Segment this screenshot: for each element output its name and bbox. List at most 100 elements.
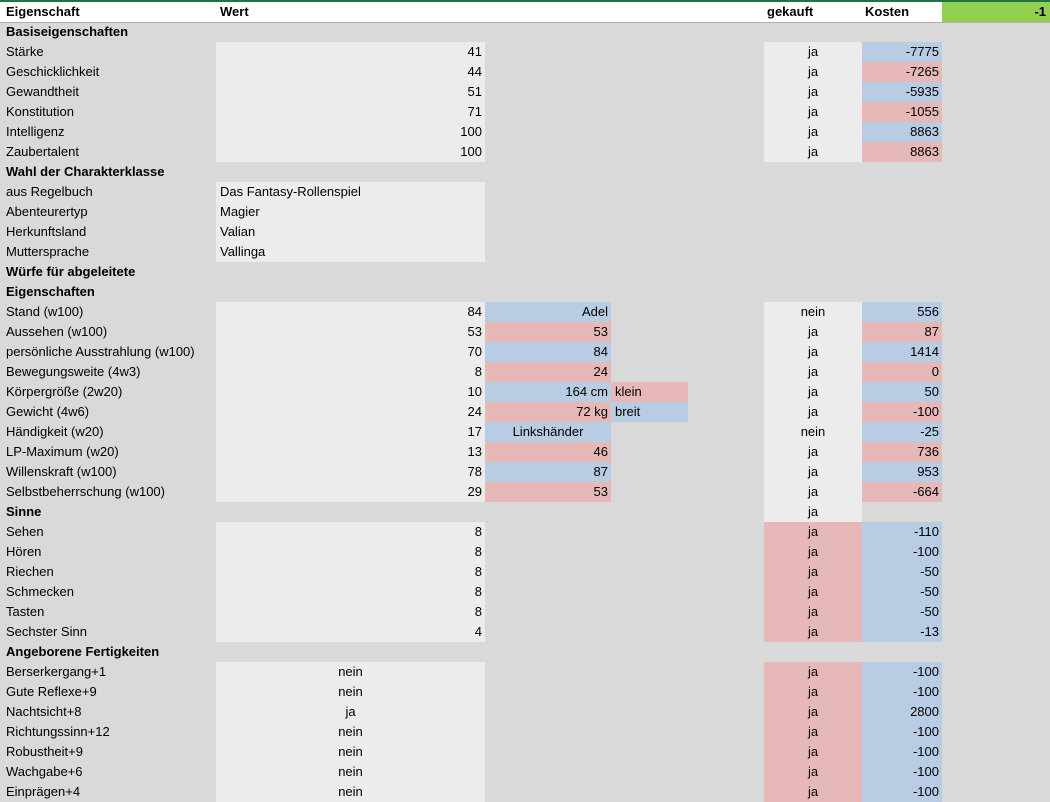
section-title[interactable]: Eigenschaften [6, 284, 95, 299]
cost-cell[interactable]: -664 [862, 482, 942, 502]
roll-cell[interactable]: 29 [216, 482, 485, 502]
property-label[interactable]: Stärke [6, 44, 44, 59]
cost-cell[interactable]: -5935 [862, 82, 942, 102]
cost-cell[interactable]: 736 [862, 442, 942, 462]
section-title[interactable]: Sinne [6, 504, 42, 519]
derived-value-cell[interactable]: 46 [485, 442, 611, 462]
value-cell[interactable]: nein [216, 682, 485, 702]
cost-cell[interactable]: 2800 [862, 702, 942, 722]
cost-cell[interactable]: 8863 [862, 142, 942, 162]
cost-cell[interactable]: -25 [862, 422, 942, 442]
bought-cell[interactable]: ja [764, 762, 862, 782]
roll-cell[interactable]: 10 [216, 382, 485, 402]
derived-value-cell[interactable]: 53 [485, 322, 611, 342]
roll-cell[interactable]: 8 [216, 362, 485, 382]
bought-cell[interactable]: ja [764, 42, 862, 62]
cost-cell[interactable]: -100 [862, 402, 942, 422]
cost-cell[interactable]: -7775 [862, 42, 942, 62]
property-label[interactable]: Wachgabe+6 [6, 764, 83, 779]
bought-cell[interactable]: ja [764, 122, 862, 142]
bought-cell[interactable]: ja [764, 342, 862, 362]
bought-cell[interactable]: ja [764, 482, 862, 502]
property-label[interactable]: Nachtsicht+8 [6, 704, 82, 719]
value-cell[interactable]: nein [216, 722, 485, 742]
bought-cell[interactable]: ja [764, 462, 862, 482]
property-label[interactable]: Körpergröße (2w20) [6, 384, 123, 399]
derived-extra-cell[interactable]: klein [611, 382, 688, 402]
bought-cell[interactable]: ja [764, 442, 862, 462]
cost-cell[interactable]: -7265 [862, 62, 942, 82]
roll-cell[interactable]: 78 [216, 462, 485, 482]
bought-cell[interactable]: ja [764, 82, 862, 102]
value-cell[interactable]: 51 [216, 82, 485, 102]
value-cell[interactable]: nein [216, 742, 485, 762]
header-property[interactable]: Eigenschaft [6, 4, 80, 19]
value-cell[interactable]: nein [216, 762, 485, 782]
value-cell[interactable]: 100 [216, 142, 485, 162]
property-label[interactable]: Gewandtheit [6, 84, 79, 99]
bought-cell[interactable]: ja [764, 502, 862, 522]
property-label[interactable]: Robustheit+9 [6, 744, 83, 759]
property-label[interactable]: persönliche Ausstrahlung (w100) [6, 344, 195, 359]
cost-cell[interactable]: -100 [862, 742, 942, 762]
value-cell[interactable]: 71 [216, 102, 485, 122]
cost-cell[interactable]: -100 [862, 542, 942, 562]
property-label[interactable]: Schmecken [6, 584, 74, 599]
value-cell[interactable]: nein [216, 782, 485, 802]
cost-cell[interactable]: -100 [862, 682, 942, 702]
property-label[interactable]: Willenskraft (w100) [6, 464, 117, 479]
value-cell[interactable]: Das Fantasy-Rollenspiel [216, 182, 485, 202]
section-title[interactable]: Wahl der Charakterklasse [6, 164, 165, 179]
value-cell[interactable]: 100 [216, 122, 485, 142]
derived-value-cell[interactable]: 24 [485, 362, 611, 382]
bought-cell[interactable]: ja [764, 542, 862, 562]
bought-cell[interactable]: ja [764, 562, 862, 582]
cost-cell[interactable]: 50 [862, 382, 942, 402]
property-label[interactable]: Richtungssinn+12 [6, 724, 110, 739]
property-label[interactable]: Abenteurertyp [6, 204, 88, 219]
property-label[interactable]: Zaubertalent [6, 144, 79, 159]
section-title[interactable]: Würfe für abgeleitete [6, 264, 136, 279]
value-cell[interactable]: Valian [216, 222, 485, 242]
header-bought[interactable]: gekauft [767, 4, 814, 19]
value-cell[interactable]: 4 [216, 622, 485, 642]
derived-value-cell[interactable]: 72 kg [485, 402, 611, 422]
property-label[interactable]: Konstitution [6, 104, 74, 119]
property-label[interactable]: aus Regelbuch [6, 184, 93, 199]
value-cell[interactable]: 41 [216, 42, 485, 62]
cost-cell[interactable]: 1414 [862, 342, 942, 362]
value-cell[interactable]: nein [216, 662, 485, 682]
roll-cell[interactable]: 13 [216, 442, 485, 462]
cost-cell[interactable]: 87 [862, 322, 942, 342]
derived-value-cell[interactable]: 164 cm [485, 382, 611, 402]
value-cell[interactable]: Vallinga [216, 242, 485, 262]
bought-cell[interactable]: ja [764, 102, 862, 122]
cost-cell[interactable]: -1055 [862, 102, 942, 122]
value-cell[interactable]: 8 [216, 602, 485, 622]
property-label[interactable]: Sehen [6, 524, 44, 539]
roll-cell[interactable]: 17 [216, 422, 485, 442]
bought-cell[interactable]: nein [764, 302, 862, 322]
bought-cell[interactable]: ja [764, 62, 862, 82]
cost-cell[interactable]: -50 [862, 582, 942, 602]
property-label[interactable]: Einprägen+4 [6, 784, 81, 799]
header-value[interactable]: Wert [220, 4, 249, 19]
cost-cell[interactable]: -100 [862, 762, 942, 782]
property-label[interactable]: Aussehen (w100) [6, 324, 108, 339]
cost-cell[interactable]: 8863 [862, 122, 942, 142]
property-label[interactable]: Riechen [6, 564, 54, 579]
cost-cell[interactable]: -100 [862, 722, 942, 742]
property-label[interactable]: Händigkeit (w20) [6, 424, 104, 439]
property-label[interactable]: Gewicht (4w6) [6, 404, 90, 419]
property-label[interactable]: Sechster Sinn [6, 624, 87, 639]
cost-cell[interactable]: -50 [862, 602, 942, 622]
bought-cell[interactable]: ja [764, 682, 862, 702]
section-title[interactable]: Basiseigenschaften [6, 24, 129, 39]
bought-cell[interactable]: ja [764, 722, 862, 742]
derived-value-cell[interactable]: Adel [485, 302, 611, 322]
total-cost-cell[interactable]: -1 [942, 2, 1050, 22]
derived-value-cell[interactable]: Linkshänder [485, 422, 611, 442]
roll-cell[interactable]: 70 [216, 342, 485, 362]
bought-cell[interactable]: ja [764, 582, 862, 602]
derived-value-cell[interactable]: 53 [485, 482, 611, 502]
